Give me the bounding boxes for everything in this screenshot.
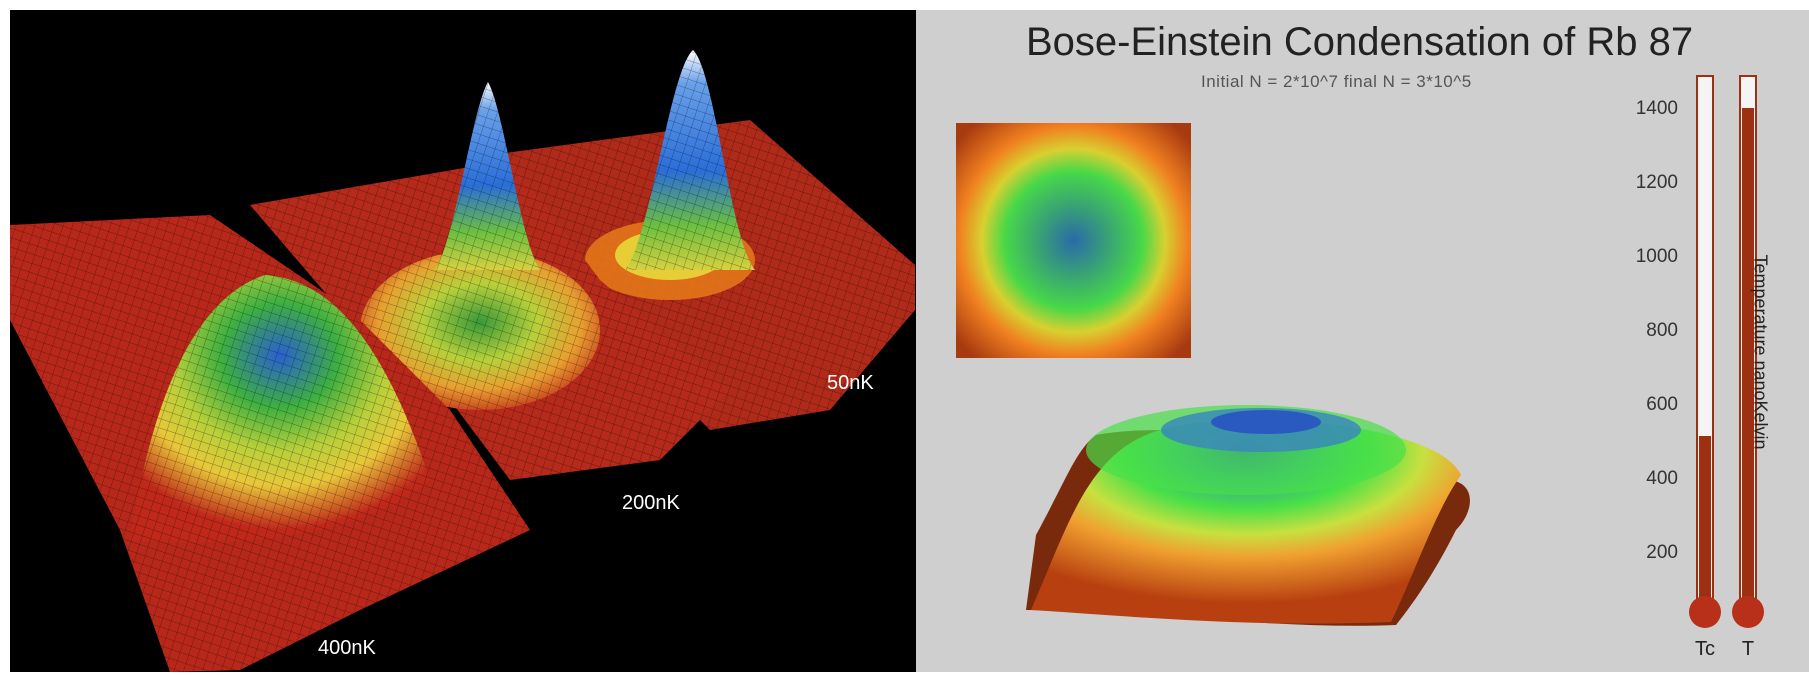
thermometer-group [1689, 75, 1764, 628]
tick-200: 200 [1646, 542, 1678, 563]
tick-1000: 1000 [1635, 246, 1678, 267]
t-mercury [1742, 108, 1754, 606]
tc-mercury [1699, 436, 1711, 606]
bec-subtitle: Initial N = 2*10^7 final N = 3*10^5 [1201, 72, 1472, 91]
density-3d-view [1026, 405, 1470, 626]
tick-400: 400 [1646, 468, 1678, 489]
label-400nk: 400nK [318, 637, 376, 659]
label-200nk: 200nK [622, 492, 680, 514]
bec-animation-frame: Bose-Einstein Condensation of Rb 87 Init… [916, 10, 1809, 672]
tick-1400: 1400 [1635, 98, 1678, 119]
surface-50nk [490, 50, 915, 430]
tick-800: 800 [1646, 320, 1678, 341]
tick-1200: 1200 [1635, 172, 1678, 193]
temperature-axis-label: Temperature nanoKelvin [1750, 254, 1771, 450]
bec-graphics [956, 75, 1764, 628]
surface-400nk [10, 215, 530, 672]
tick-600: 600 [1646, 394, 1678, 415]
tc-bulb [1689, 596, 1721, 628]
density-top-view [956, 123, 1191, 358]
surface-plots [10, 50, 915, 672]
label-50nk: 50nK [827, 372, 874, 394]
t-bulb [1732, 596, 1764, 628]
velocity-distribution-plot: 400nK 200nK 50nK [10, 10, 916, 672]
t-label: T [1741, 638, 1755, 660]
surface-200nk [250, 82, 730, 480]
tc-label: Tc [1695, 638, 1715, 660]
bec-title: Bose-Einstein Condensation of Rb 87 [1026, 20, 1694, 64]
